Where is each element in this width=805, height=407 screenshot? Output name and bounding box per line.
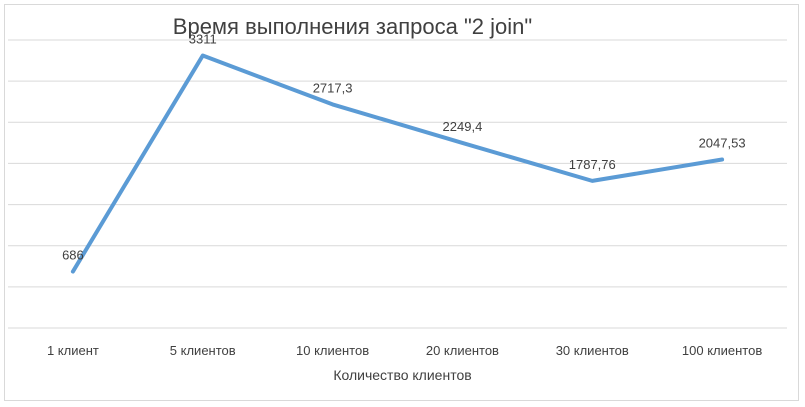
- data-label: 2717,3: [313, 80, 353, 95]
- x-tick-label: 10 клиентов: [296, 343, 369, 358]
- x-tick-label: 30 клиентов: [556, 343, 629, 358]
- x-axis-title: Количество клиентов: [333, 367, 472, 383]
- x-tick-labels: 1 клиент 5 клиентов 10 клиентов 20 клиентов…: [47, 343, 762, 358]
- series-lines: [70, 53, 725, 274]
- data-label: 3311: [189, 32, 217, 47]
- data-label: 2047,53: [699, 136, 746, 151]
- series-line: [70, 53, 725, 274]
- chart-frame: [4, 4, 799, 401]
- data-label: 1787,76: [569, 157, 616, 172]
- data-labels: 686 3311 2717,3 2249,4 1787,76 2047,53: [62, 32, 746, 263]
- data-label: 2249,4: [443, 119, 483, 134]
- x-tick-label: 1 клиент: [47, 343, 99, 358]
- x-tick-label: 5 клиентов: [170, 343, 236, 358]
- data-label: 686: [62, 248, 84, 263]
- x-tick-label: 20 клиентов: [426, 343, 499, 358]
- x-tick-label: 100 клиентов: [682, 343, 762, 358]
- chart-title: Время выполнения запроса "2 join": [172, 14, 533, 39]
